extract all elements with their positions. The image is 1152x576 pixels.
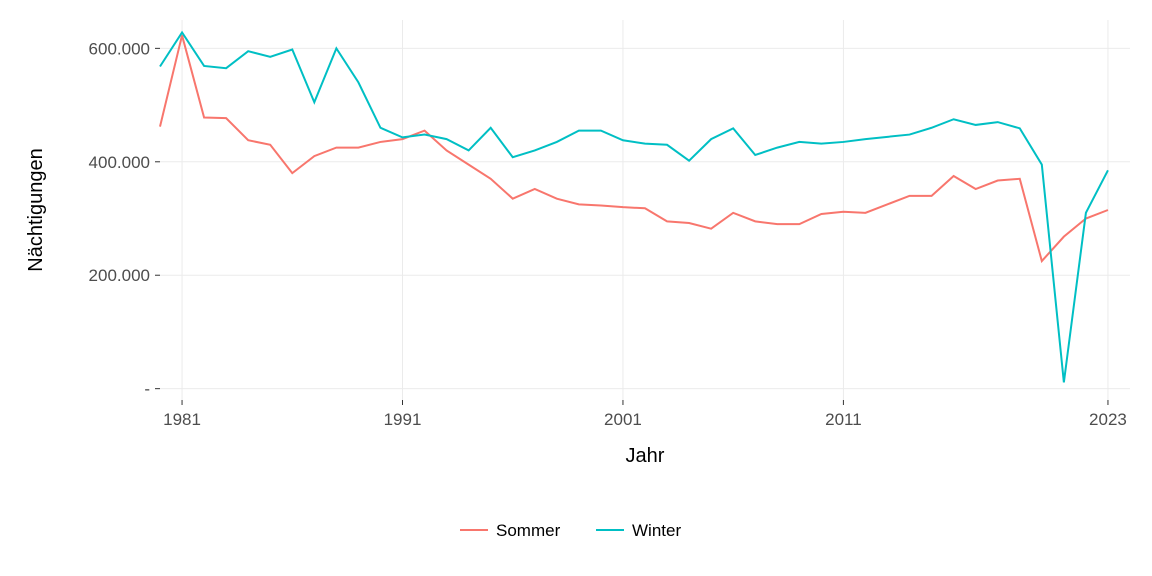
chart-container: 1981 1991 2001 2011 2023 - 200.000 400.000 600.0… [0,0,1152,576]
line-chart: 1981 1991 2001 2011 2023 - 200.000 400.000 600.0… [0,0,1152,576]
x-axis-title: Jahr [626,445,665,467]
y-tick-label: 400.000 [89,153,150,172]
y-tick-label: 200.000 [89,266,150,285]
legend-label-winter: Winter [632,521,681,540]
legend-label-sommer: Sommer [496,521,561,540]
y-axis-title: Nächtigungen [25,148,47,271]
legend: Sommer Winter [460,521,681,540]
x-tick-label: 2011 [825,410,862,429]
y-tick-label: 600.000 [89,39,150,58]
y-tick-label: - [144,380,150,399]
x-tick-label: 1981 [163,410,201,429]
x-tick-label: 2001 [604,410,642,429]
x-tick-label: 1991 [384,410,422,429]
x-tick-label: 2023 [1089,410,1127,429]
